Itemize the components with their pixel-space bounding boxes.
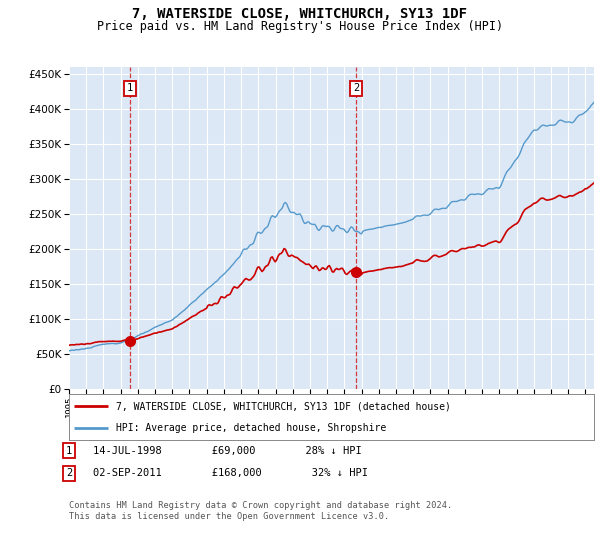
Text: 2: 2 [66, 468, 72, 478]
Text: 1: 1 [127, 83, 133, 93]
Text: 7, WATERSIDE CLOSE, WHITCHURCH, SY13 1DF (detached house): 7, WATERSIDE CLOSE, WHITCHURCH, SY13 1DF… [116, 401, 451, 411]
Text: HPI: Average price, detached house, Shropshire: HPI: Average price, detached house, Shro… [116, 423, 386, 433]
Text: 7, WATERSIDE CLOSE, WHITCHURCH, SY13 1DF: 7, WATERSIDE CLOSE, WHITCHURCH, SY13 1DF [133, 7, 467, 21]
Text: Price paid vs. HM Land Registry's House Price Index (HPI): Price paid vs. HM Land Registry's House … [97, 20, 503, 32]
Text: Contains HM Land Registry data © Crown copyright and database right 2024.
This d: Contains HM Land Registry data © Crown c… [69, 501, 452, 521]
Text: 1: 1 [66, 446, 72, 456]
Text: 2: 2 [353, 83, 359, 93]
Text: 14-JUL-1998        £69,000        28% ↓ HPI: 14-JUL-1998 £69,000 28% ↓ HPI [93, 446, 362, 456]
Text: 02-SEP-2011        £168,000        32% ↓ HPI: 02-SEP-2011 £168,000 32% ↓ HPI [93, 468, 368, 478]
